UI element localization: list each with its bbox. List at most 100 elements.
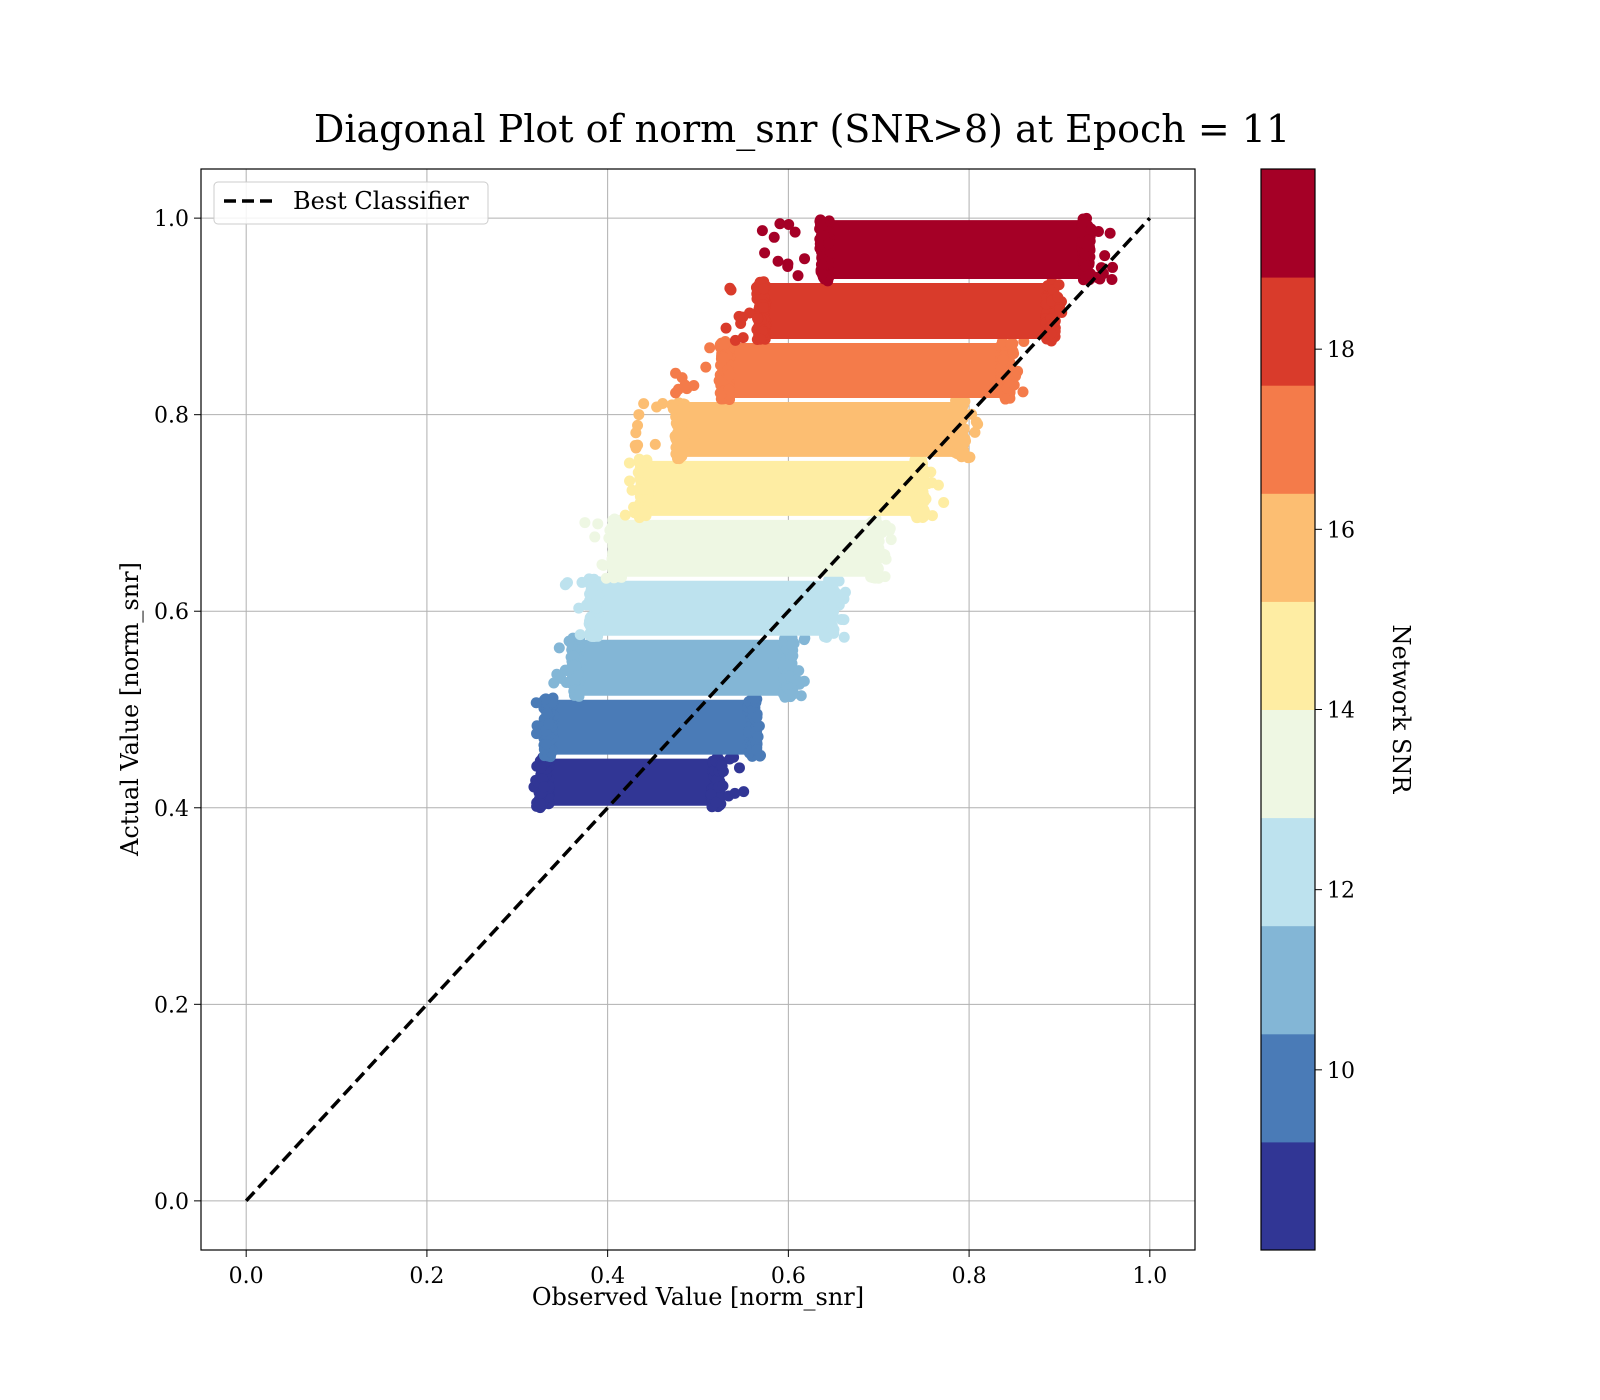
scatter-point	[768, 231, 780, 243]
scatter-point	[916, 454, 928, 466]
scatter-point	[828, 595, 840, 607]
scatter-point	[920, 493, 932, 505]
scatter-point	[604, 524, 616, 536]
scatter-point	[958, 398, 970, 410]
colorbar-segment	[1261, 1033, 1315, 1143]
legend-box	[213, 181, 489, 225]
scatter-point	[786, 639, 798, 651]
scatter-point	[759, 247, 771, 259]
scatter-point	[798, 634, 810, 646]
scatter-point	[758, 283, 770, 295]
colorbar-segment	[1261, 1141, 1315, 1251]
scatter-point	[720, 322, 732, 334]
scatter-point	[1081, 240, 1093, 252]
scatter-point	[591, 579, 603, 591]
scatter-point	[879, 571, 891, 583]
scatter-point	[1053, 279, 1065, 291]
y-axis-ticks: 0.0 0.2 0.4 0.6 0.8 1.0	[154, 207, 201, 1215]
scatter-point	[787, 650, 799, 662]
colorbar-segment	[1261, 925, 1315, 1035]
scatter-point	[794, 676, 806, 688]
scatter-point	[1107, 261, 1119, 273]
scatter-point	[789, 226, 801, 238]
scatter-point	[1045, 328, 1057, 340]
scatter-point	[872, 563, 884, 575]
scatter-point	[870, 538, 882, 550]
scatter-point	[724, 282, 736, 294]
scatter-point	[579, 517, 591, 529]
scatter-point	[774, 218, 786, 230]
scatter-point	[670, 442, 682, 454]
scatter-point	[679, 408, 691, 420]
scatter-point	[679, 398, 691, 410]
colorbar-label: Network SNR	[1387, 625, 1415, 795]
scatter-point	[1106, 273, 1118, 285]
x-axis-label: Observed Value [norm_snr]	[532, 1283, 864, 1311]
scatter-point	[671, 419, 683, 431]
scatter-point	[634, 454, 646, 466]
scatter-point	[719, 338, 731, 350]
scatter-point	[718, 352, 730, 364]
scatter-point	[733, 762, 745, 774]
scatter-point	[1076, 226, 1088, 238]
scatter-point	[705, 788, 717, 800]
scatter-point	[960, 435, 972, 447]
scatter-point	[818, 631, 830, 643]
scatter-point	[626, 484, 638, 496]
scatter-point	[783, 218, 795, 230]
scatter-band-core-9	[820, 220, 1091, 280]
legend: Best Classifier	[213, 181, 489, 225]
colorbar-segment	[1261, 817, 1315, 927]
scatter-point	[632, 466, 644, 478]
scatter-point	[649, 438, 661, 450]
scatter-point	[688, 380, 700, 392]
scatter-point	[996, 336, 1008, 348]
scatter-band-core-4	[612, 519, 879, 577]
scatter-points	[528, 212, 1119, 814]
scatter-point	[826, 619, 838, 631]
scatter-point	[541, 707, 553, 719]
scatter-point	[670, 387, 682, 399]
scatter-point	[733, 310, 745, 322]
scatter-point	[738, 786, 750, 798]
colorbar-tick-label: 10	[1327, 1059, 1355, 1084]
scatter-point	[885, 534, 897, 546]
scatter-point	[1017, 386, 1029, 398]
scatter-point	[530, 697, 542, 709]
scatter-point	[838, 588, 850, 600]
scatter-point	[757, 301, 769, 313]
colorbar	[1261, 169, 1315, 1251]
y-tick-label: 0.2	[154, 993, 189, 1018]
scatter-point	[576, 576, 588, 588]
scatter-point	[795, 690, 807, 702]
scatter-point	[568, 660, 580, 672]
scatter-point	[679, 379, 691, 391]
scatter-point	[817, 268, 829, 280]
scatter-point	[710, 796, 722, 808]
scatter-band-core-2	[572, 639, 793, 696]
scatter-point	[751, 744, 763, 756]
scatter-point	[824, 586, 836, 598]
scatter-point	[638, 398, 650, 410]
scatter-point	[671, 450, 683, 462]
scatter-point	[592, 518, 604, 530]
scatter-point	[657, 397, 669, 409]
scatter-point	[1092, 226, 1104, 238]
scatter-point	[783, 659, 795, 671]
y-tick-label: 0.4	[154, 797, 189, 822]
scatter-point	[1010, 370, 1022, 382]
x-tick-label: 0.2	[409, 1264, 444, 1289]
scatter-band-core-6	[675, 401, 965, 457]
colorbar-tick-label: 16	[1327, 518, 1355, 543]
scatter-point	[1005, 338, 1017, 350]
scatter-point	[629, 507, 641, 519]
colorbar-segment	[1261, 493, 1315, 602]
scatter-point	[600, 572, 612, 584]
scatter-point	[717, 780, 729, 792]
scatter-point	[589, 531, 601, 543]
scatter-point	[772, 255, 784, 267]
scatter-point	[1008, 348, 1020, 360]
scatter-point	[666, 399, 678, 411]
scatter-point	[543, 718, 555, 730]
scatter-point	[1008, 379, 1020, 391]
